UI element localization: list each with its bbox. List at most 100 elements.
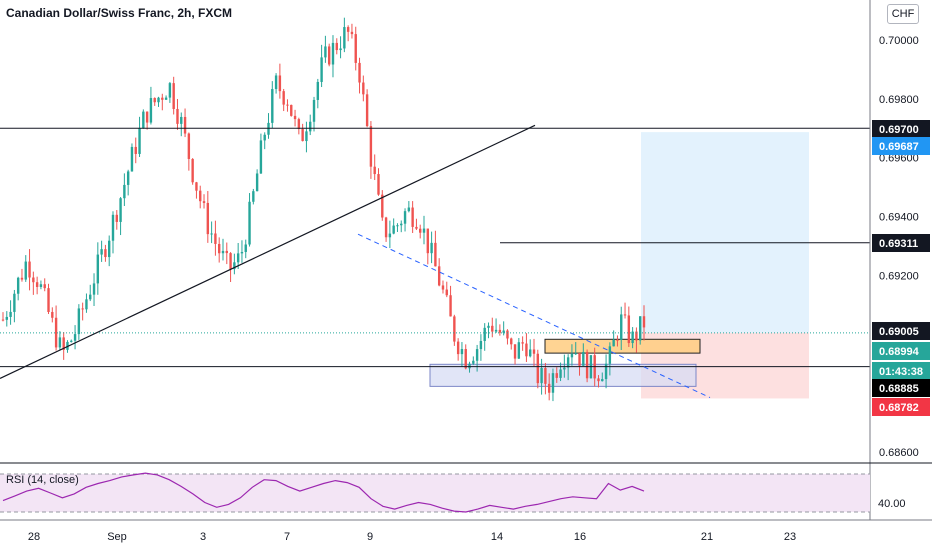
candle-body [544, 368, 547, 384]
candle-body [236, 253, 240, 263]
candle-body [153, 98, 156, 103]
candle-body [472, 360, 475, 364]
time-tick-label: 14 [491, 531, 503, 543]
candle-body [267, 122, 270, 135]
time-tick-label: 3 [200, 531, 206, 543]
candle-body [312, 99, 316, 122]
currency-button[interactable]: CHF [887, 4, 919, 24]
candle-body [1, 319, 5, 321]
candle-body [479, 340, 483, 350]
candle-body [240, 251, 244, 254]
candle-body [39, 284, 43, 287]
candle-body [293, 115, 297, 120]
candle-body [73, 334, 77, 341]
candle-body [396, 225, 399, 227]
candle-body [365, 94, 369, 127]
candle-body [278, 75, 282, 92]
candle-body [92, 283, 96, 295]
candle-body [411, 207, 414, 227]
candle-body [506, 330, 509, 339]
candle-body [343, 27, 346, 49]
candle-body [491, 325, 494, 332]
target-zone [641, 132, 809, 333]
candle-body [16, 277, 20, 294]
candle-body [123, 184, 126, 199]
rising-trendline[interactable] [0, 124, 536, 379]
candle-body [384, 217, 388, 238]
candle-body [202, 201, 206, 203]
candle-body [415, 226, 418, 229]
candle-body [324, 46, 327, 58]
price-tag-label: 0.69311 [879, 238, 918, 250]
falling-trendline[interactable] [357, 233, 711, 399]
candle-body [248, 201, 251, 245]
candle-body [301, 129, 304, 142]
candle-body [449, 295, 452, 317]
candle-body [377, 174, 380, 195]
candle-body [244, 244, 247, 252]
time-tick-label: 9 [367, 531, 373, 543]
candle-body [263, 134, 266, 141]
candle-body [373, 166, 376, 175]
candle-body [400, 223, 403, 226]
candle-body [460, 349, 464, 355]
candle-body [468, 363, 471, 369]
candle-body [547, 383, 551, 393]
candle-body [104, 249, 107, 258]
candle-body [502, 330, 505, 333]
candle-body [392, 225, 395, 234]
candle-body [28, 261, 31, 278]
candle-body [559, 369, 562, 378]
candle-body [119, 198, 122, 222]
candle-body [195, 182, 198, 191]
support-box[interactable] [429, 363, 697, 387]
entry-box[interactable] [544, 338, 701, 354]
candle-body [623, 314, 627, 316]
candle-body [229, 253, 232, 270]
candle-body [585, 351, 589, 379]
candle-body [252, 191, 255, 202]
candle-body [339, 48, 342, 51]
candle-body [475, 349, 479, 361]
candle-body [274, 75, 278, 90]
candle-body [13, 293, 16, 312]
candle-body [403, 211, 407, 224]
price-tag [872, 342, 930, 360]
candle-body [142, 111, 145, 129]
candle-body [631, 331, 634, 344]
candle-body [282, 91, 285, 105]
candle-body [9, 311, 12, 317]
candle-body [149, 98, 153, 123]
candle-body [532, 349, 536, 354]
candle-body [134, 146, 137, 154]
candle-body [24, 261, 27, 280]
rsi-tick-label: 40.00 [878, 498, 906, 510]
candle-body [255, 173, 259, 192]
candle-body [126, 171, 130, 185]
candle-body [578, 353, 581, 366]
candle-body [354, 34, 357, 63]
candle-body [635, 331, 638, 341]
price-tag-label: 0.68885 [879, 383, 919, 395]
candle-body [563, 367, 566, 370]
candle-body [498, 329, 502, 333]
candle-body [510, 338, 513, 345]
candle-body [521, 342, 524, 344]
candle-body [464, 349, 467, 369]
candle-body [608, 346, 612, 364]
candle-body [437, 266, 441, 286]
candle-body [100, 249, 103, 255]
candle-body [180, 116, 183, 124]
candle-body [221, 250, 225, 254]
price-tag-label: 0.69005 [879, 326, 919, 338]
candle-body [51, 311, 54, 318]
time-axis[interactable]: 28 Sep 3 7 9 14 16 21 23 [28, 531, 796, 543]
candle-body [316, 81, 320, 100]
candle-body [206, 202, 210, 235]
candle-body [582, 351, 585, 366]
candle-body [157, 97, 160, 103]
candle-body [199, 190, 202, 202]
price-axis[interactable]: 0.70000 0.69800 0.69600 0.69400 0.69200 0.686… [879, 35, 919, 459]
price-tag-label: 01:43:38 [879, 366, 923, 378]
